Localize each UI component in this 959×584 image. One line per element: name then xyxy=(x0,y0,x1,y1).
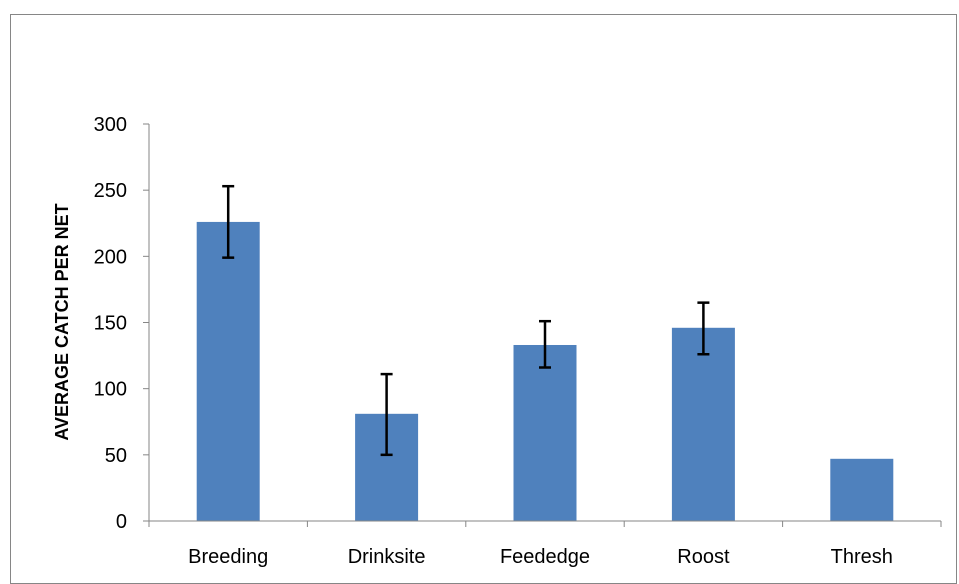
error-bars xyxy=(222,184,710,457)
x-tick-label: Drinksite xyxy=(348,546,426,568)
bar-thresh xyxy=(830,458,894,521)
error-bar-feededge xyxy=(539,319,551,369)
bar-roost xyxy=(671,327,735,521)
y-tick-label: 150 xyxy=(94,313,127,335)
y-tick-label: 200 xyxy=(94,246,127,268)
y-tick-label: 50 xyxy=(105,445,127,467)
y-tick-label: 250 xyxy=(94,180,127,202)
x-tick-label: Roost xyxy=(677,546,730,568)
x-axis-ticks: Breeding Drinksite Feededge Roost Thresh xyxy=(148,521,942,568)
y-tick-label: 300 xyxy=(94,114,127,136)
error-bar-breeding xyxy=(222,184,235,259)
bars xyxy=(196,221,894,521)
y-tick-label: 100 xyxy=(94,379,127,401)
error-bar-drinksite xyxy=(380,372,393,457)
y-axis-ticks: 0 50 100 150 200 250 300 xyxy=(94,114,149,533)
error-bar-roost xyxy=(697,301,710,356)
bar-feededge xyxy=(513,344,577,521)
x-tick-label: Thresh xyxy=(831,546,893,568)
y-tick-label: 0 xyxy=(116,511,127,533)
y-axis-title: AVERAGE CATCH PER NET xyxy=(52,203,72,440)
x-tick-label: Breeding xyxy=(188,546,268,568)
x-tick-label: Feededge xyxy=(500,546,590,568)
axes xyxy=(148,124,941,522)
bar-breeding xyxy=(196,221,260,521)
chart-frame xyxy=(10,14,957,584)
